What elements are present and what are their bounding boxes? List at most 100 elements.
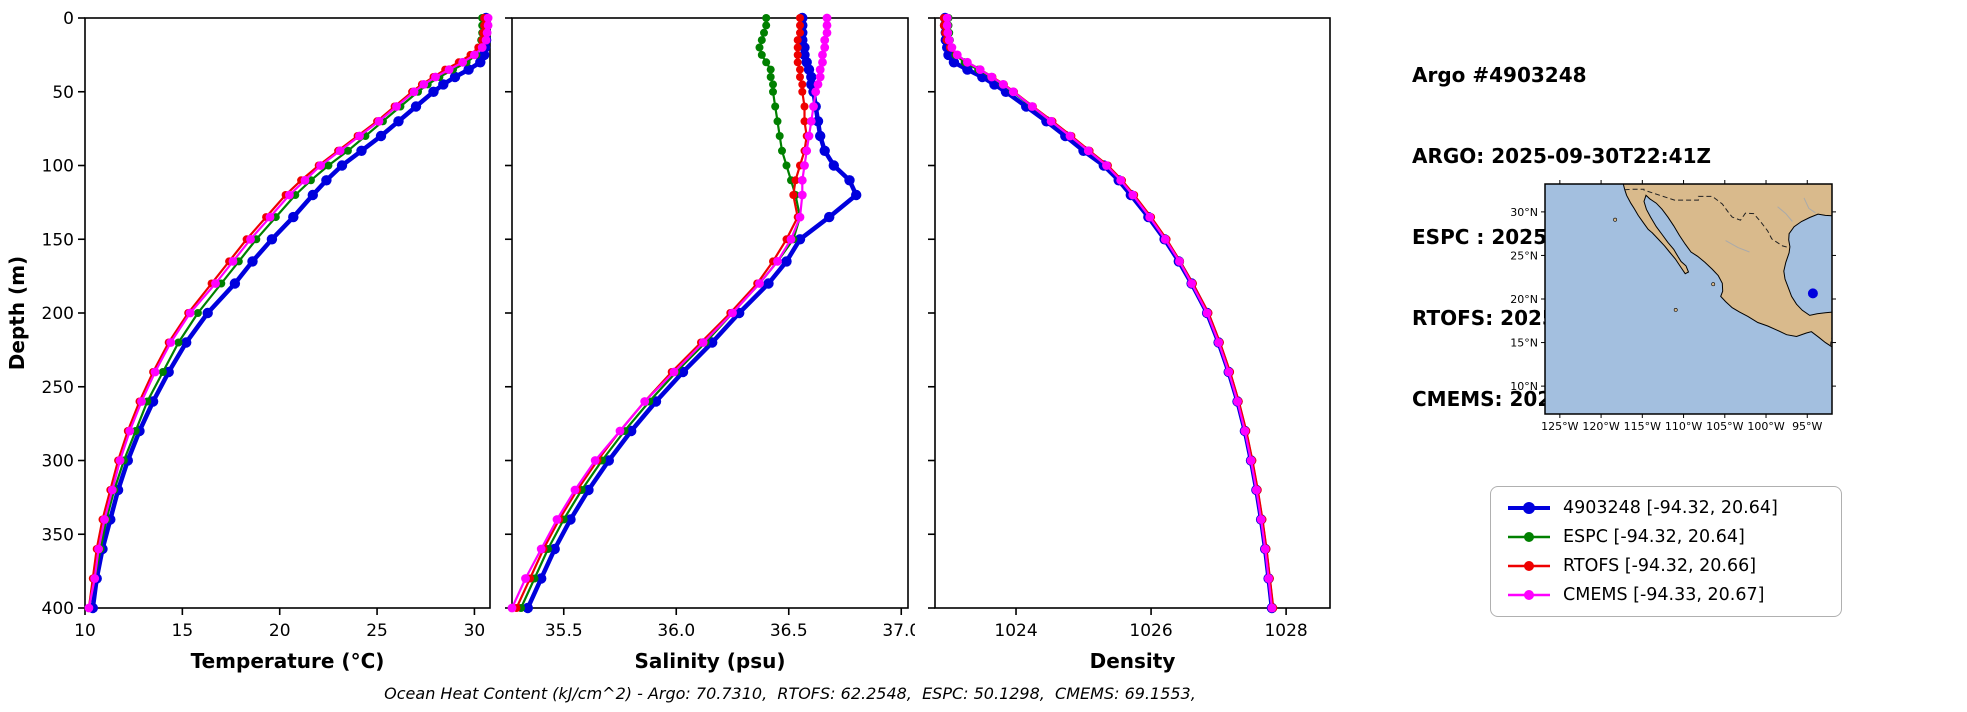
data-point-ESPC (782, 161, 791, 170)
data-point-4903248 (428, 86, 439, 98)
data-point-4903248 (819, 145, 830, 156)
data-point-4903248 (851, 189, 862, 201)
location-map: 125°W 120°W 115°W 110°W 105°W 100°W 95°W 10°N 15… (1510, 180, 1836, 433)
data-point-CMEMS (90, 574, 100, 583)
map-river (1725, 240, 1750, 253)
data-point-CMEMS (444, 65, 454, 74)
data-point-CMEMS (1008, 87, 1018, 97)
legend-label: CMEMS [-94.33, 20.67] (1563, 585, 1765, 605)
data-point-RTOFS (796, 21, 804, 30)
argo-location-marker (1807, 288, 1818, 299)
data-point-RTOFS (793, 58, 802, 67)
legend-entry-ESPC: ESPC [-94.32, 20.64] (1505, 526, 1827, 548)
data-point-4903248 (763, 278, 774, 289)
data-point-CMEMS (1252, 485, 1261, 495)
data-point-CMEMS (800, 161, 809, 170)
data-point-CMEMS (94, 544, 103, 554)
data-point-CMEMS (470, 50, 479, 60)
map-x-tick-label: 120°W (1582, 420, 1619, 433)
data-point-ESPC (762, 58, 771, 67)
data-point-CMEMS (795, 212, 805, 222)
data-point-CMEMS (804, 131, 814, 141)
data-point-CMEMS (669, 367, 679, 377)
data-point-ESPC (773, 117, 782, 126)
data-point-CMEMS (1202, 308, 1212, 318)
data-point-CMEMS (998, 80, 1008, 89)
data-point-CMEMS (1116, 175, 1126, 185)
data-point-CMEMS (755, 279, 764, 288)
data-point-CMEMS (809, 102, 818, 111)
data-point-CMEMS (316, 161, 325, 170)
data-point-RTOFS (793, 50, 802, 59)
data-point-4903248 (844, 175, 855, 186)
data-point-CMEMS (987, 72, 997, 82)
y-tick-label: 250 (42, 378, 74, 398)
x-axis-label: Temperature (°C) (191, 649, 385, 673)
map-island (1613, 217, 1618, 222)
map-river (1777, 206, 1793, 222)
data-point-CMEMS (811, 87, 821, 97)
x-tick-label: 1028 (1264, 621, 1307, 641)
ocean-heat-content-note: Ocean Heat Content (kJ/cm^2) - Argo: 70.… (384, 684, 1196, 703)
data-point-CMEMS (137, 397, 146, 406)
data-point-CMEMS (185, 308, 195, 318)
data-point-ESPC (771, 102, 780, 111)
legend-label: RTOFS [-94.32, 20.66] (1563, 556, 1757, 576)
data-point-CMEMS (100, 515, 109, 524)
x-tick-label: 35.5 (545, 621, 583, 641)
map-border (1829, 336, 1832, 347)
data-point-RTOFS (800, 102, 809, 111)
map-y-tick-label: 10°N (1510, 380, 1538, 393)
data-point-RTOFS (796, 65, 804, 74)
data-point-4903248 (475, 57, 486, 68)
data-point-4903248 (806, 71, 817, 83)
map-x-tick-label: 110°W (1665, 420, 1702, 433)
data-point-CMEMS (815, 65, 825, 74)
data-point-CMEMS (1145, 212, 1155, 222)
data-point-CMEMS (813, 80, 823, 89)
legend-label: ESPC [-94.32, 20.64] (1563, 527, 1745, 547)
data-point-4903248 (828, 160, 839, 171)
data-point-4903248 (603, 455, 614, 466)
data-point-4903248 (824, 211, 835, 223)
data-point-CMEMS (477, 43, 487, 52)
data-point-4903248 (163, 366, 174, 378)
data-point-4903248 (229, 278, 241, 289)
data-point-4903248 (147, 396, 159, 407)
x-tick-label: 1026 (1129, 621, 1172, 641)
data-point-4903248 (288, 211, 299, 223)
data-point-CMEMS (615, 426, 625, 436)
data-point-CMEMS (1260, 544, 1270, 554)
data-point-ESPC (766, 65, 775, 74)
data-point-ESPC (775, 132, 784, 140)
data-point-CMEMS (1083, 146, 1093, 156)
y-tick-label: 400 (42, 599, 74, 619)
data-point-CMEMS (1160, 234, 1170, 244)
data-point-CMEMS (1214, 338, 1223, 347)
data-point-CMEMS (228, 257, 238, 266)
data-point-CMEMS (483, 21, 493, 30)
data-point-RTOFS (798, 80, 807, 89)
data-point-CMEMS (285, 190, 294, 200)
data-point-4903248 (815, 130, 826, 142)
data-point-ESPC (778, 146, 786, 155)
data-point-4903248 (583, 484, 594, 496)
data-point-CMEMS (773, 257, 782, 266)
data-point-CMEMS (1246, 456, 1256, 465)
data-point-CMEMS (211, 279, 220, 288)
data-point-CMEMS (300, 175, 310, 185)
y-tick-label: 100 (42, 157, 74, 177)
map-x-tick-label: 105°W (1706, 420, 1743, 433)
plot-frame (934, 17, 1331, 609)
data-point-4903248 (794, 234, 806, 245)
data-point-ESPC (755, 43, 764, 52)
x-tick-label: 30 (464, 621, 486, 641)
data-point-CMEMS (1256, 515, 1266, 524)
data-point-CMEMS (150, 367, 160, 377)
legend-dot (1524, 561, 1534, 571)
data-point-CMEMS (943, 28, 953, 38)
data-point-CMEMS (552, 515, 562, 524)
legend-entry-4903248: 4903248 [-94.32, 20.64] (1505, 497, 1827, 519)
data-point-CMEMS (355, 131, 364, 141)
